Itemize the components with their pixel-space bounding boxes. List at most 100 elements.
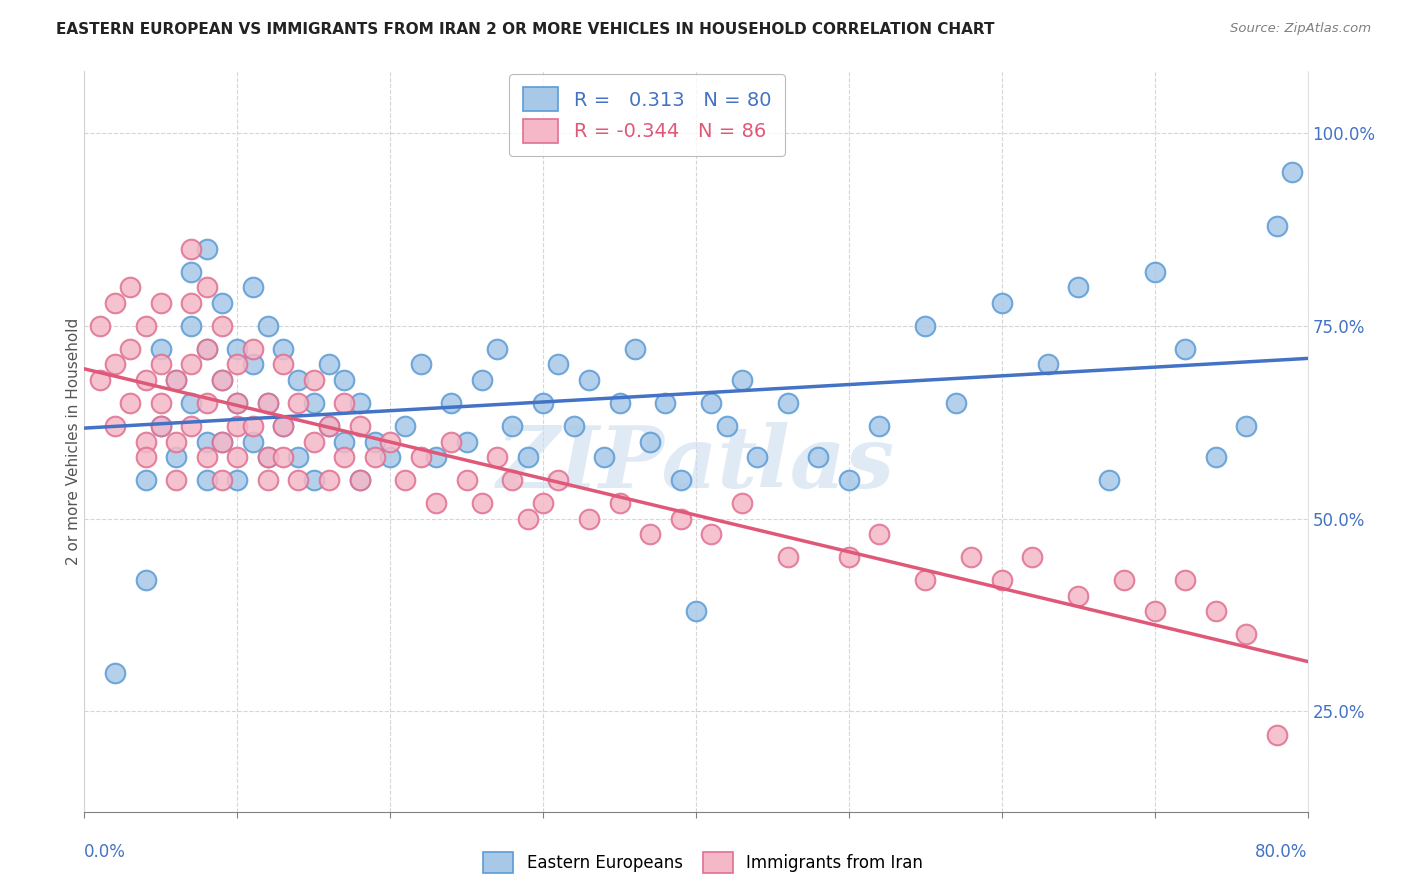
Point [165,373,187,387]
Point [731,373,754,387]
Point [1236,627,1258,641]
Point [333,373,356,387]
Point [333,450,356,464]
Point [226,342,249,356]
Point [333,434,356,449]
Point [180,358,202,372]
Point [318,419,340,434]
Point [349,473,371,487]
Point [349,396,371,410]
Point [624,342,647,356]
Point [531,396,554,410]
Point [149,342,172,356]
Point [257,450,280,464]
Point [531,496,554,510]
Point [302,473,325,487]
Point [226,358,249,372]
Point [271,358,294,372]
Point [425,496,447,510]
Point [364,434,387,449]
Point [242,280,264,294]
Point [165,473,187,487]
Point [409,450,432,464]
Point [562,419,585,434]
Point [302,434,325,449]
Point [869,419,891,434]
Point [486,342,509,356]
Point [1143,604,1166,618]
Point [195,396,218,410]
Point [195,242,218,256]
Point [120,280,142,294]
Point [120,396,142,410]
Point [135,318,157,333]
Point [149,358,172,372]
Point [547,473,569,487]
Point [380,450,402,464]
Point [226,473,249,487]
Point [349,473,371,487]
Text: EASTERN EUROPEAN VS IMMIGRANTS FROM IRAN 2 OR MORE VEHICLES IN HOUSEHOLD CORRELA: EASTERN EUROPEAN VS IMMIGRANTS FROM IRAN… [56,22,994,37]
Point [195,473,218,487]
Point [1067,280,1090,294]
Point [271,450,294,464]
Point [287,396,309,410]
Point [180,242,202,256]
Point [287,473,309,487]
Point [257,473,280,487]
Point [149,419,172,434]
Point [211,373,233,387]
Point [807,450,830,464]
Point [516,450,538,464]
Point [271,419,294,434]
Point [1174,574,1197,588]
Point [747,450,769,464]
Point [226,419,249,434]
Point [242,434,264,449]
Point [180,318,202,333]
Point [211,295,233,310]
Point [716,419,738,434]
Point [1265,219,1288,233]
Legend: R =   0.313   N = 80, R = -0.344   N = 86: R = 0.313 N = 80, R = -0.344 N = 86 [509,74,785,156]
Point [471,496,494,510]
Point [271,419,294,434]
Point [165,373,187,387]
Point [700,527,723,541]
Text: 0.0%: 0.0% [84,843,127,861]
Point [502,419,524,434]
Point [211,434,233,449]
Point [1067,589,1090,603]
Point [226,396,249,410]
Text: 80.0%: 80.0% [1256,843,1308,861]
Point [120,342,142,356]
Point [1114,574,1136,588]
Point [1205,450,1227,464]
Point [257,318,280,333]
Point [104,419,127,434]
Point [135,373,157,387]
Point [165,450,187,464]
Point [135,574,157,588]
Point [104,358,127,372]
Point [838,473,860,487]
Point [287,373,309,387]
Point [1205,604,1227,618]
Point [1174,342,1197,356]
Point [654,396,676,410]
Point [700,396,723,410]
Point [991,295,1014,310]
Point [869,527,891,541]
Text: Source: ZipAtlas.com: Source: ZipAtlas.com [1230,22,1371,36]
Point [226,396,249,410]
Text: ZIPatlas: ZIPatlas [496,422,896,506]
Point [226,450,249,464]
Point [456,434,478,449]
Point [440,396,463,410]
Point [1143,265,1166,279]
Point [89,373,111,387]
Point [456,473,478,487]
Point [638,434,661,449]
Point [1236,419,1258,434]
Point [211,473,233,487]
